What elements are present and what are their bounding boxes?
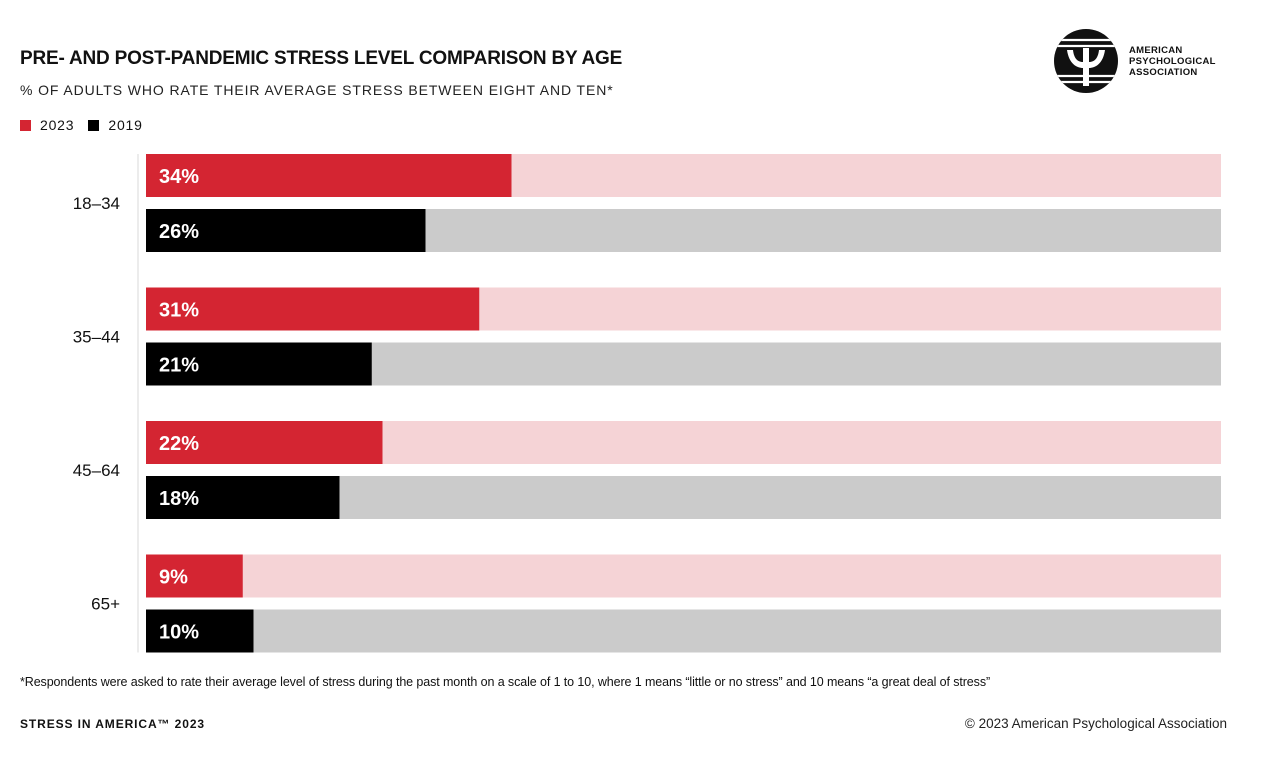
legend-label-2023: 2023	[40, 117, 75, 133]
category-label-2: 45–64	[73, 461, 120, 480]
legend-swatch-2023	[20, 119, 31, 131]
bar-track-2023-3	[146, 554, 1221, 598]
bar-chart: 34% 26% 18–34 31% 21% 35–44 22% 18% 45–64 9% 10% 65…	[73, 154, 1221, 653]
legend: 2023 2019	[20, 117, 157, 133]
bar-2023-2	[146, 421, 383, 464]
data-label-2023-2: 22%	[159, 433, 199, 455]
apa-psi-logo-icon	[1054, 29, 1118, 93]
data-label-2023-1: 31%	[159, 300, 199, 322]
bar-2019-2	[146, 476, 340, 519]
data-label-2019-1: 21%	[159, 355, 199, 377]
legend-item-2019: 2019	[88, 117, 142, 133]
chart-title: PRE- AND POST-PANDEMIC STRESS LEVEL COMP…	[20, 48, 623, 69]
data-label-2019-0: 26%	[159, 221, 199, 243]
category-label-1: 35–44	[73, 328, 120, 347]
bar-track-2019-3	[146, 609, 1221, 653]
legend-label-2019: 2019	[108, 117, 143, 133]
data-label-2023-0: 34%	[159, 166, 199, 188]
bar-2023-0	[146, 154, 512, 197]
chart-subtitle: % OF ADULTS WHO RATE THEIR AVERAGE STRES…	[20, 82, 614, 98]
category-label-0: 18–34	[73, 194, 120, 213]
footnote: *Respondents were asked to rate their av…	[20, 675, 991, 689]
logo-wordmark: AMERICAN PSYCHOLOGICAL ASSOCIATION	[1129, 45, 1216, 78]
data-label-2019-2: 18%	[159, 488, 199, 510]
logo-line-2: PSYCHOLOGICAL	[1129, 55, 1216, 67]
data-label-2019-3: 10%	[159, 622, 199, 644]
logo-line-3: ASSOCIATION	[1129, 66, 1198, 78]
logo-line-1: AMERICAN	[1129, 44, 1183, 56]
copyright: © 2023 American Psychological Associatio…	[964, 716, 1227, 731]
bar-2019-3	[146, 609, 254, 653]
report-label: STRESS IN AMERICA™ 2023	[20, 717, 205, 731]
category-label-3: 65+	[91, 595, 120, 614]
data-label-2023-3: 9%	[159, 567, 188, 589]
bar-2019-1	[146, 342, 372, 386]
bar-2023-3	[146, 554, 243, 598]
apa-logo: AMERICAN PSYCHOLOGICAL ASSOCIATION	[1053, 28, 1216, 94]
legend-swatch-2019	[88, 119, 100, 131]
bar-2019-0	[146, 209, 426, 252]
bar-2023-1	[146, 287, 480, 331]
legend-item-2023: 2023	[20, 117, 74, 133]
